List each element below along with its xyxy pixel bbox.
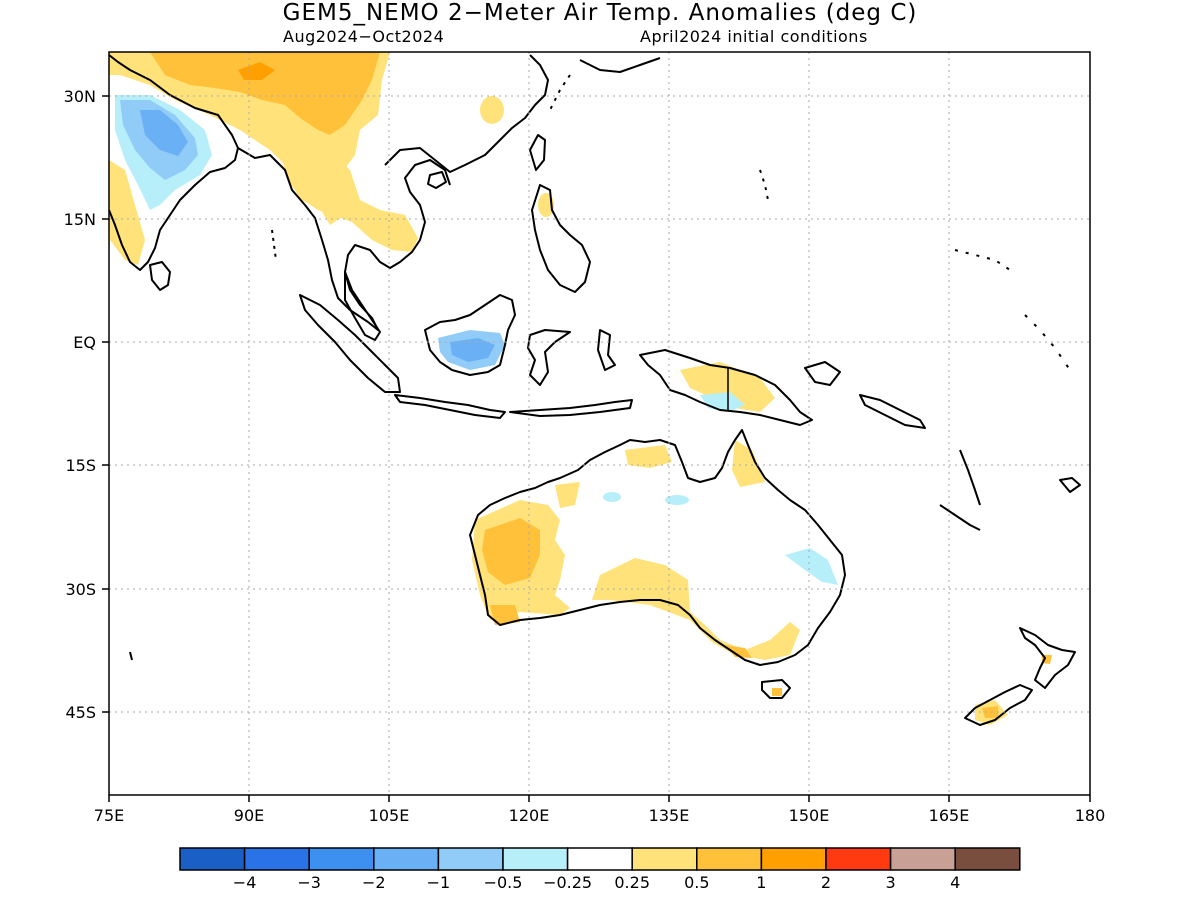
colorbar-bin-1 xyxy=(179,847,246,871)
coastline-china xyxy=(384,54,549,173)
coastline-micronesia xyxy=(759,169,769,201)
colorbar-bin-3 xyxy=(308,847,375,871)
coastline-borneo xyxy=(424,294,516,376)
colorbar-bin-10 xyxy=(760,847,827,871)
colorbar: −4 −3 −2 −1 −0.5 −0.25 0.25 0.5 1 2 3 4 xyxy=(179,847,1021,892)
anomaly-region-australia-northwest-warm xyxy=(555,482,580,508)
coastline-solomons xyxy=(859,394,926,429)
x-axis-labels: 75E 90E 105E 120E 135E 150E 165E 180 xyxy=(94,806,1106,825)
anomaly-region-australia-south-warm xyxy=(592,558,800,660)
anomaly-region-india-west-warm xyxy=(109,160,145,265)
colorbar-label: −2 xyxy=(362,873,386,892)
colorbar-label: 4 xyxy=(950,873,960,892)
forecast-period: Aug2024−Oct2024 xyxy=(283,27,445,46)
colorbar-bin-12 xyxy=(889,847,956,871)
tick-marks xyxy=(102,95,1091,802)
coastline-japan xyxy=(579,57,661,73)
y-axis-labels: 30N 15N EQ 15S 30S 45S xyxy=(64,87,96,722)
anomaly-region-australia-east-cool xyxy=(785,548,838,585)
coastline-india xyxy=(109,54,239,271)
colorbar-label: 1 xyxy=(756,873,766,892)
colorbar-label: −1 xyxy=(427,873,451,892)
anomaly-shading xyxy=(109,52,1052,725)
coastline-sri-lanka xyxy=(149,261,171,291)
coastline-new-zealand-south xyxy=(964,684,1033,726)
coastline-marshall-islands xyxy=(954,249,1011,271)
colorbar-label: 0.25 xyxy=(614,873,650,892)
anomaly-region-borneo-cool-core xyxy=(450,338,495,362)
coastline-ryukyu xyxy=(549,74,571,111)
coastline-andaman xyxy=(271,229,277,261)
anomaly-region-tibet-warm-core xyxy=(150,52,380,135)
y-tick-label-15n: 15N xyxy=(64,210,96,229)
x-tick-label-105e: 105E xyxy=(369,806,410,825)
coastline-lesser-sunda xyxy=(509,399,633,417)
x-tick-label-135e: 135E xyxy=(649,806,690,825)
y-tick-label-45s: 45S xyxy=(65,703,96,722)
colorbar-label: −0.25 xyxy=(543,873,592,892)
colorbar-label: −4 xyxy=(233,873,257,892)
coastline-sumatra xyxy=(299,294,401,393)
colorbar-bin-13 xyxy=(954,847,1021,871)
colorbar-label: −3 xyxy=(297,873,321,892)
coastline-new-caledonia xyxy=(939,504,981,531)
anomaly-region-australia-west-warm-core xyxy=(482,518,540,585)
coastline-malay-peninsula xyxy=(344,271,381,341)
anomaly-region-australia-north-cool xyxy=(665,495,689,505)
coastline-australia xyxy=(469,429,846,666)
anomaly-region-tibet-warm-peak xyxy=(238,62,275,80)
coastline-philippines xyxy=(531,184,591,293)
colorbar-bin-4 xyxy=(373,847,440,871)
x-tick-label-75e: 75E xyxy=(94,806,124,825)
x-tick-label-180: 180 xyxy=(1075,806,1106,825)
coastlines xyxy=(109,54,1081,726)
initial-conditions: April2024 initial conditions xyxy=(640,27,868,46)
map-title: GEM5_NEMO 2−Meter Air Temp. Anomalies (d… xyxy=(282,0,918,26)
colorbar-bin-11 xyxy=(825,847,892,871)
x-tick-label-120e: 120E xyxy=(509,806,550,825)
coastline-lord-howe xyxy=(129,651,133,661)
anomaly-region-australia-north-warm xyxy=(625,445,672,468)
map-frame xyxy=(108,51,1091,796)
anomaly-region-china-warm xyxy=(480,96,504,124)
coastline-tasmania xyxy=(761,679,791,699)
coastline-taiwan xyxy=(529,134,546,171)
coastline-moluccas xyxy=(597,329,616,371)
coastline-java xyxy=(394,394,506,419)
colorbar-bin-9 xyxy=(696,847,763,871)
colorbar-label: 3 xyxy=(886,873,896,892)
colorbar-label: 0.5 xyxy=(684,873,709,892)
coastline-sulawesi xyxy=(527,329,571,386)
y-tick-label-30s: 30S xyxy=(65,580,96,599)
anomaly-region-tasmania-warm xyxy=(772,688,782,696)
anomaly-region-new-zealand-warm-core xyxy=(982,706,998,718)
x-tick-label-165e: 165E xyxy=(929,806,970,825)
coastline-vanuatu xyxy=(959,449,981,506)
coastline-new-guinea xyxy=(639,349,813,426)
y-tick-label-eq: EQ xyxy=(73,333,96,352)
anomaly-region-australia-southeast-warm-core xyxy=(725,645,752,658)
anomaly-region-india-cool-peak xyxy=(140,110,188,156)
coastline-fiji xyxy=(1059,477,1081,493)
colorbar-bin-5 xyxy=(437,847,504,871)
colorbar-label: −0.5 xyxy=(484,873,523,892)
colorbar-bin-8 xyxy=(631,847,698,871)
y-tick-label-30n: 30N xyxy=(64,87,96,106)
colorbar-bin-6 xyxy=(502,847,569,871)
coastline-bismarck xyxy=(804,361,841,386)
colorbar-bin-7 xyxy=(566,847,633,871)
colorbar-bin-2 xyxy=(243,847,310,871)
anomaly-region-indochina-warm xyxy=(280,150,418,252)
coastline-hainan xyxy=(427,171,447,189)
anomaly-region-australia-central-cool xyxy=(603,492,621,502)
anomaly-region-australia-southwest-warm-core xyxy=(490,605,520,625)
coastline-new-zealand-north xyxy=(1019,627,1076,689)
anomaly-region-cape-york-warm xyxy=(732,440,765,487)
colorbar-label: 2 xyxy=(821,873,831,892)
gridlines xyxy=(109,52,1090,795)
x-tick-label-90e: 90E xyxy=(234,806,264,825)
y-tick-label-15s: 15S xyxy=(65,456,96,475)
x-tick-label-150e: 150E xyxy=(789,806,830,825)
